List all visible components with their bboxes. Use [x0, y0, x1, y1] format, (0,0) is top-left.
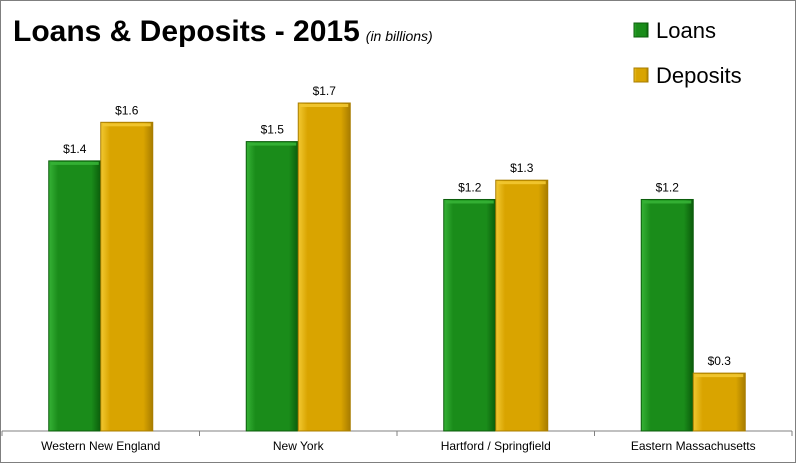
loans-bar-bevel [643, 200, 692, 204]
x-tick-label: New York [273, 439, 325, 453]
loans-data-label: $1.5 [261, 123, 285, 137]
deposits-data-label: $1.7 [313, 84, 337, 98]
loans-bar [640, 198, 694, 432]
deposits-data-label: $0.3 [708, 354, 732, 368]
loans-bar-bevel [50, 161, 99, 165]
deposits-bar-bevel [102, 123, 151, 127]
deposits-data-label: $1.6 [115, 103, 139, 117]
legend-label-loans: Loans [656, 18, 716, 43]
deposits-bar [495, 179, 549, 432]
loans-bar-bevel [445, 200, 494, 204]
loans-data-label: $1.4 [63, 142, 87, 156]
loans-data-label: $1.2 [458, 180, 482, 194]
deposits-data-label: $1.3 [510, 161, 534, 175]
loans-bar-bevel [248, 142, 297, 146]
legend-swatch-loans [633, 22, 649, 38]
x-tick-label: Eastern Massachusetts [631, 439, 756, 453]
deposits-bar-bevel [300, 104, 349, 108]
chart-title-block: Loans & Deposits - 2015 (in billions) [13, 15, 433, 49]
deposits-bar-bevel [695, 374, 744, 378]
x-tick-label: Hartford / Springfield [441, 439, 551, 453]
x-tick-label: Western New England [41, 439, 160, 453]
chart-subtitle: (in billions) [365, 28, 433, 44]
loans-bar [245, 141, 299, 432]
deposits-bar [297, 102, 351, 432]
deposits-bar [100, 121, 154, 432]
legend-label-deposits: Deposits [656, 63, 742, 88]
legend-swatch-deposits [633, 67, 649, 83]
chart-title: Loans & Deposits - 2015 [13, 15, 360, 48]
loans-data-label: $1.2 [656, 180, 680, 194]
loans-bar [443, 198, 497, 432]
loans-bar [48, 160, 102, 432]
deposits-bar-bevel [497, 181, 546, 185]
deposits-bar [692, 372, 746, 432]
